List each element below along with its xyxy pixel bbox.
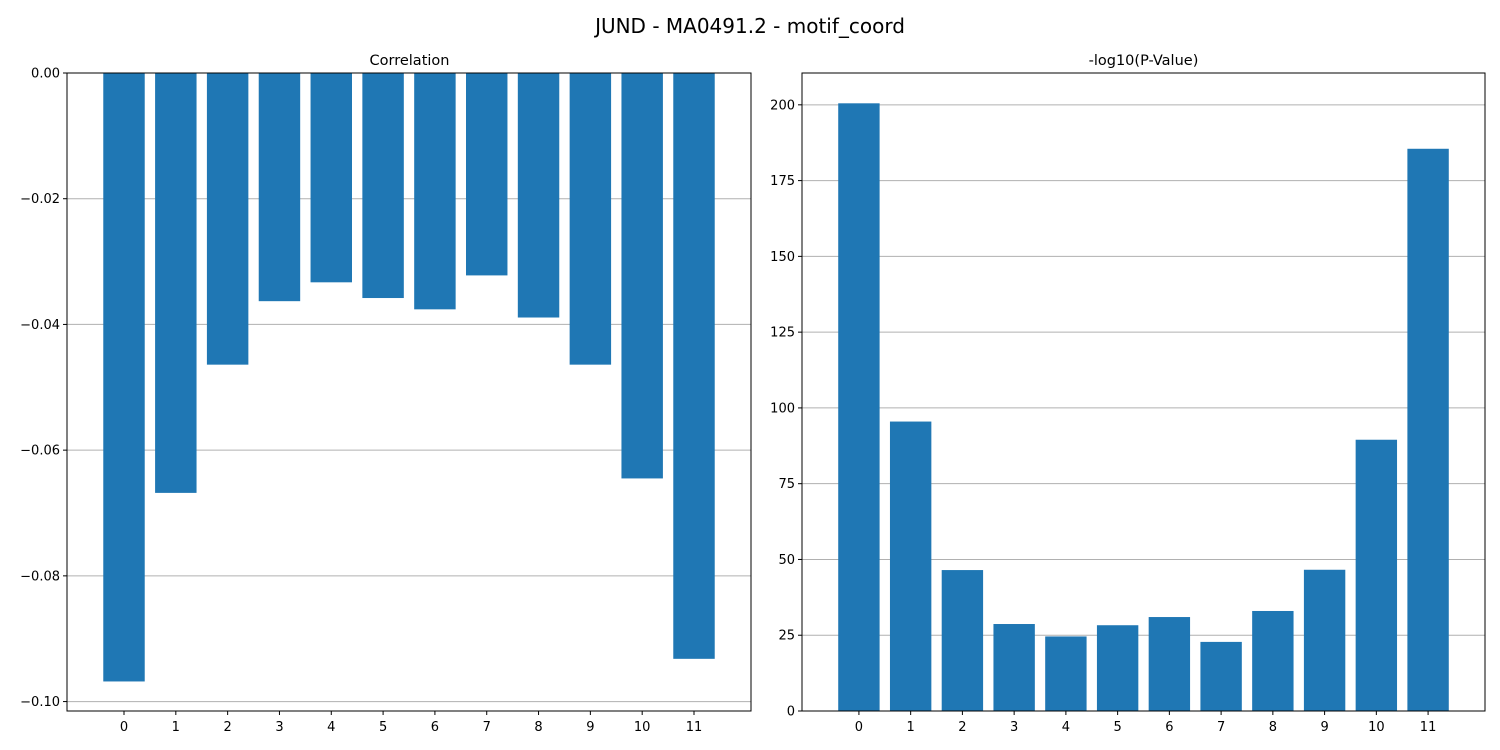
correlation-xtick-label: 8 xyxy=(534,720,542,735)
correlation-xtick-label: 4 xyxy=(327,720,335,735)
pvalue-xtick-label: 9 xyxy=(1320,720,1328,735)
pvalue-xtick-label: 10 xyxy=(1368,720,1385,735)
pvalue-ytick-label: 0 xyxy=(787,705,795,720)
pvalue-title: -log10(P-Value) xyxy=(1089,53,1199,69)
correlation-bar-7 xyxy=(466,73,508,276)
correlation-bar-1 xyxy=(155,73,197,493)
correlation-bar-3 xyxy=(258,73,301,302)
pvalue-bar-6 xyxy=(1148,617,1191,711)
correlation-bar-9 xyxy=(569,73,612,365)
pvalue-xtick-label: 8 xyxy=(1269,720,1277,735)
pvalue-xtick-label: 5 xyxy=(1113,720,1121,735)
pvalue-axes-frame xyxy=(801,72,1486,712)
pvalue-ytick-label: 100 xyxy=(770,401,795,416)
correlation-ytick-label: −0.06 xyxy=(20,444,60,459)
pvalue-ytick-label: 50 xyxy=(778,553,795,568)
pvalue-bar-2 xyxy=(941,570,984,711)
pvalue-xtick-label: 2 xyxy=(958,720,966,735)
pvalue-xtick-label: 7 xyxy=(1217,720,1225,735)
pvalue-ytick-label: 150 xyxy=(770,250,795,265)
pvalue-bar-5 xyxy=(1096,625,1139,711)
pvalue-bar-8 xyxy=(1252,610,1294,711)
pvalue-bar-0 xyxy=(838,103,880,712)
correlation-xtick-label: 11 xyxy=(686,720,703,735)
correlation-bar-4 xyxy=(310,73,352,283)
correlation-xtick-label: 7 xyxy=(483,720,491,735)
correlation-xtick-label: 1 xyxy=(172,720,180,735)
pvalue-panel: -log10(P-Value) 0 1 2 3 4 5 6 7 8 9 10 11 0 25 50 75 100… xyxy=(770,53,1486,735)
pvalue-ytick-label: 125 xyxy=(770,326,795,341)
correlation-xtick-label: 3 xyxy=(275,720,283,735)
pvalue-xtick-label: 3 xyxy=(1010,720,1018,735)
figure-title: JUND - MA0491.2 - motif_coord xyxy=(593,14,905,38)
correlation-xtick-label: 6 xyxy=(431,720,439,735)
correlation-ytick-label: −0.08 xyxy=(20,569,60,584)
pvalue-xtick-label: 6 xyxy=(1165,720,1173,735)
correlation-bar-2 xyxy=(206,73,249,365)
pvalue-xtick-label: 4 xyxy=(1062,720,1070,735)
correlation-ytick-label: −0.10 xyxy=(20,695,60,710)
correlation-ytick-label: 0.00 xyxy=(31,67,60,82)
correlation-bar-10 xyxy=(621,73,663,479)
pvalue-bar-4 xyxy=(1045,636,1087,711)
correlation-xtick-label: 0 xyxy=(120,720,128,735)
correlation-bar-6 xyxy=(414,73,456,310)
correlation-ytick-label: −0.02 xyxy=(20,192,60,207)
correlation-axes-frame xyxy=(66,72,752,712)
pvalue-bar-11 xyxy=(1407,148,1449,711)
correlation-xtick-label: 2 xyxy=(223,720,231,735)
pvalue-bar-7 xyxy=(1200,641,1242,711)
pvalue-ytick-label: 175 xyxy=(770,174,795,189)
correlation-bar-8 xyxy=(517,73,560,318)
pvalue-bar-9 xyxy=(1303,569,1346,711)
pvalue-xtick-label: 11 xyxy=(1420,720,1437,735)
pvalue-ytick-label: 75 xyxy=(778,477,795,492)
correlation-bar-0 xyxy=(103,73,145,682)
correlation-xtick-label: 9 xyxy=(586,720,594,735)
pvalue-bar-1 xyxy=(889,421,932,711)
pvalue-bar-3 xyxy=(993,624,1035,711)
correlation-xtick-label: 10 xyxy=(634,720,651,735)
correlation-title: Correlation xyxy=(370,53,450,69)
correlation-ytick-label: −0.04 xyxy=(20,318,60,333)
pvalue-xtick-label: 1 xyxy=(907,720,915,735)
pvalue-ytick-label: 200 xyxy=(770,98,795,113)
correlation-bar-5 xyxy=(362,73,404,299)
pvalue-xtick-label: 0 xyxy=(855,720,863,735)
pvalue-ytick-label: 25 xyxy=(778,629,795,644)
correlation-xtick-label: 5 xyxy=(379,720,387,735)
pvalue-bar-10 xyxy=(1355,439,1398,711)
correlation-bar-11 xyxy=(673,73,715,659)
correlation-panel: Correlation 0 1 2 3 4 5 6 7 8 9 10 11 0.00 −0.02 −0.04… xyxy=(20,53,752,735)
